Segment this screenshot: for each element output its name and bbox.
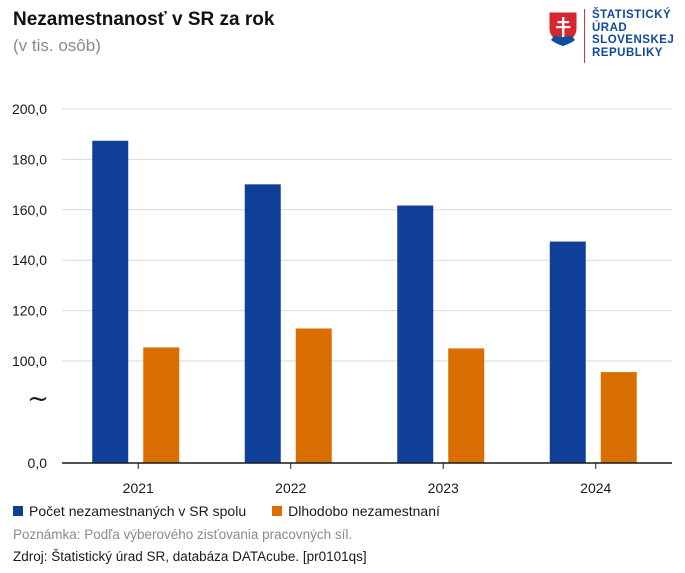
y-tick-label: 0,0	[28, 455, 48, 471]
bar-total[interactable]	[397, 205, 434, 464]
bar-longterm[interactable]	[600, 372, 637, 463]
y-tick-label: 100,0	[12, 353, 47, 369]
legend-label-longterm: Dlhodobo nezamestnaní	[288, 503, 440, 519]
y-tick-label: 180,0	[12, 151, 47, 167]
x-tick-label: 2024	[580, 480, 611, 496]
bar-total[interactable]	[549, 241, 586, 463]
y-tick-label: 160,0	[12, 202, 47, 218]
bar-longterm[interactable]	[448, 348, 485, 463]
logo-line: REPUBLIKY	[592, 46, 663, 59]
legend-item-longterm[interactable]: Dlhodobo nezamestnaní	[272, 503, 440, 519]
x-tick-label: 2022	[275, 480, 306, 496]
legend-swatch-total	[13, 506, 23, 516]
slovak-coat-of-arms-icon	[548, 11, 578, 47]
legend-label-total: Počet nezamestnaných v SR spolu	[29, 503, 247, 519]
legend-swatch-longterm	[272, 506, 283, 516]
chart-subtitle: (v tis. osôb)	[13, 36, 101, 55]
legend-item-total[interactable]: Počet nezamestnaných v SR spolu	[13, 503, 246, 519]
y-tick-label: 200,0	[12, 101, 47, 117]
x-tick-label: 2023	[428, 480, 459, 496]
axis-break-symbol: ~	[27, 384, 49, 414]
logo-line: SLOVENSKEJ	[592, 34, 675, 47]
bar-chart: 200,0 180,0 160,0 140,0 120,0 100,0 0,0 ~2021 20…	[12, 101, 672, 496]
y-tick-label: 120,0	[12, 303, 47, 319]
chart-legend: Počet nezamestnaných v SR spolu Dlhodobo…	[13, 503, 466, 519]
bar-total[interactable]	[244, 184, 281, 463]
logo-line: ŠTATISTICKÝ	[592, 9, 672, 21]
bar-total[interactable]	[92, 140, 129, 463]
bar-longterm[interactable]	[295, 328, 332, 463]
bar-longterm[interactable]	[143, 347, 180, 463]
data-source: Zdroj: Štatistický úrad SR, databáza DAT…	[13, 549, 367, 564]
statistical-office-logo[interactable]: ŠTATISTICKÝ ÚRAD SLOVENSKEJ REPUBLIKY	[548, 9, 678, 64]
logo-line: ÚRAD	[592, 21, 628, 34]
footnote: Poznámka: Podľa výberového zisťovania pr…	[13, 527, 353, 542]
x-tick-label: 2021	[123, 480, 154, 496]
logo-separator	[584, 9, 585, 63]
y-tick-label: 140,0	[12, 252, 47, 268]
chart-title: Nezamestnanosť v SR za rok	[13, 9, 275, 30]
logo-text: ŠTATISTICKÝ ÚRAD SLOVENSKEJ REPUBLIKY	[592, 9, 674, 59]
